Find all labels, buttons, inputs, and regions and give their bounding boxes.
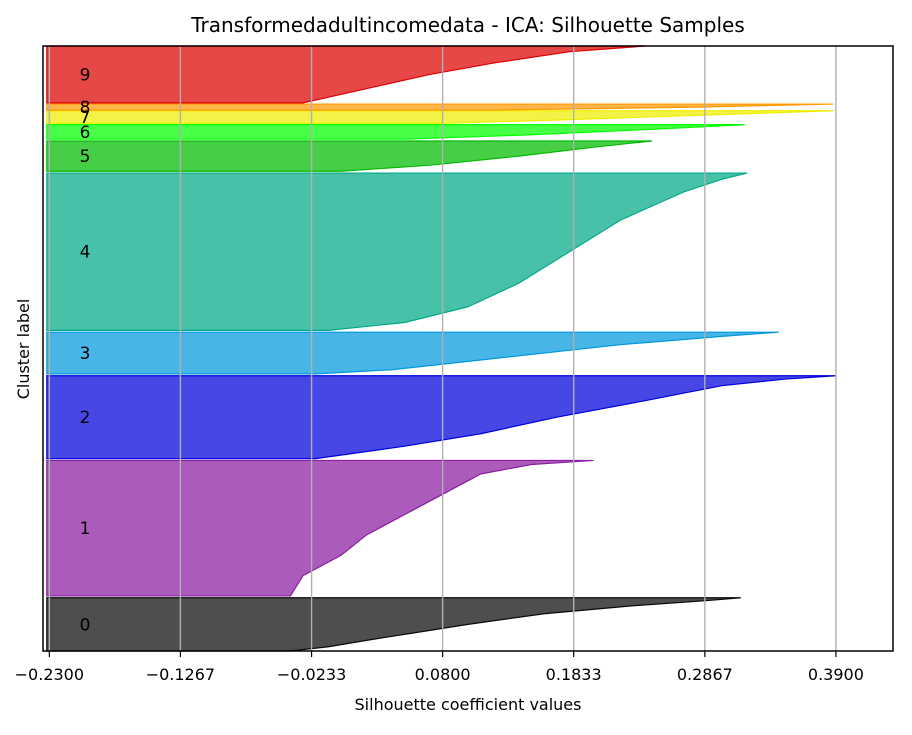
x-axis-label: Silhouette coefficient values xyxy=(355,695,582,714)
cluster-7-area xyxy=(46,110,834,125)
cluster-label-2: 2 xyxy=(80,408,91,428)
cluster-label-5: 5 xyxy=(80,147,91,167)
x-tick-label-2: −0.0233 xyxy=(277,665,346,684)
x-tick-label-1: −0.1267 xyxy=(146,665,215,684)
cluster-4-area xyxy=(46,172,748,331)
cluster-9-area xyxy=(46,45,646,104)
y-axis-label: Cluster label xyxy=(14,299,33,400)
cluster-labels: 0 1 2 3 4 5 678 9 xyxy=(80,65,91,635)
cluster-5-area xyxy=(46,140,653,172)
chart-title: Transformedadultincomedata - ICA: Silhou… xyxy=(190,13,745,37)
cluster-label-8: 8 xyxy=(80,98,91,118)
x-tick-label-6: 0.3900 xyxy=(808,665,864,684)
x-axis-ticks: −0.2300 −0.1267 −0.0233 0.0800 0.1833 0.2867 0… xyxy=(15,651,864,684)
cluster-label-0: 0 xyxy=(80,615,91,635)
cluster-label-1: 1 xyxy=(80,519,91,539)
plot-frame xyxy=(42,45,894,652)
plot-layer xyxy=(46,45,837,652)
cluster-2-area xyxy=(46,375,836,460)
cluster-label-7: 7 xyxy=(80,108,91,128)
cluster-3-area xyxy=(46,331,779,375)
cluster-label-6: 6 xyxy=(80,123,91,143)
x-tick-label-3: 0.0800 xyxy=(415,665,471,684)
cluster-label-9: 9 xyxy=(80,65,91,85)
cluster-label-4: 4 xyxy=(80,243,91,263)
cluster-1-area xyxy=(46,459,594,597)
cluster-8-area xyxy=(46,103,834,111)
cluster-label-3: 3 xyxy=(80,344,91,364)
cluster-0-area xyxy=(46,597,741,652)
x-tick-label-5: 0.2867 xyxy=(677,665,733,684)
x-tick-label-0: −0.2300 xyxy=(15,665,84,684)
x-tick-label-4: 0.1833 xyxy=(546,665,602,684)
cluster-6-area xyxy=(46,124,745,140)
